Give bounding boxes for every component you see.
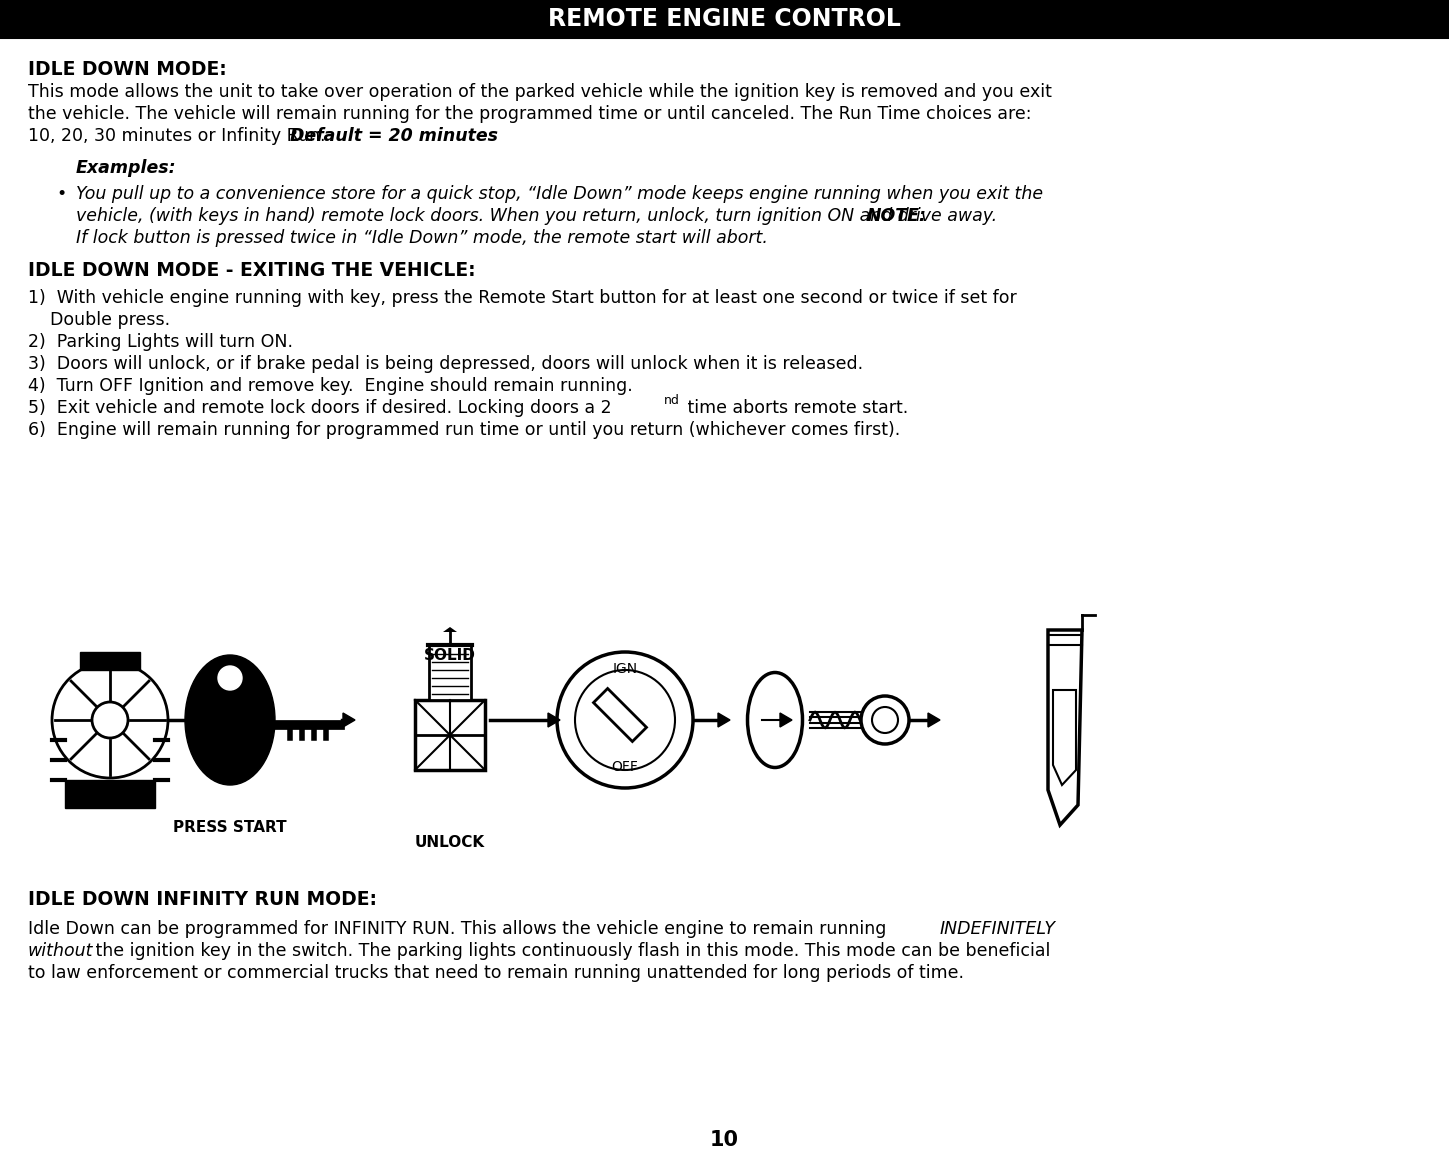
Polygon shape (927, 713, 940, 727)
Text: 10, 20, 30 minutes or Infinity Run.: 10, 20, 30 minutes or Infinity Run. (28, 127, 330, 145)
Text: SOLID: SOLID (425, 648, 475, 663)
Text: Idle Down can be programmed for INFINITY RUN. This allows the vehicle engine to : Idle Down can be programmed for INFINITY… (28, 920, 893, 938)
Text: IDLE DOWN MODE - EXITING THE VEHICLE:: IDLE DOWN MODE - EXITING THE VEHICLE: (28, 261, 475, 280)
Text: 3)  Doors will unlock, or if brake pedal is being depressed, doors will unlock w: 3) Doors will unlock, or if brake pedal … (28, 355, 864, 373)
Text: vehicle, (with keys in hand) remote lock doors. When you return, unlock, turn ig: vehicle, (with keys in hand) remote lock… (75, 207, 1003, 224)
Text: 4)  Turn OFF Ignition and remove key.  Engine should remain running.: 4) Turn OFF Ignition and remove key. Eng… (28, 377, 633, 395)
Bar (429, 644, 471, 700)
Text: •: • (57, 185, 67, 202)
Text: NOTE:: NOTE: (867, 207, 927, 224)
Polygon shape (343, 713, 355, 727)
Text: time aborts remote start.: time aborts remote start. (682, 399, 909, 417)
Bar (0, 0, 1449, 38)
Text: Examples:: Examples: (75, 159, 177, 177)
Text: 10: 10 (710, 1130, 739, 1150)
Text: OFF: OFF (611, 760, 639, 774)
Text: Default = 20 minutes: Default = 20 minutes (290, 127, 498, 145)
Text: Double press.: Double press. (28, 311, 170, 329)
Text: IDLE DOWN INFINITY RUN MODE:: IDLE DOWN INFINITY RUN MODE: (28, 890, 377, 909)
Circle shape (217, 666, 242, 690)
Text: the ignition key in the switch. The parking lights continuously flash in this mo: the ignition key in the switch. The park… (90, 942, 1051, 960)
Text: to law enforcement or commercial trucks that need to remain running unattended f: to law enforcement or commercial trucks … (28, 964, 964, 982)
Polygon shape (443, 627, 456, 632)
Text: UNLOCK: UNLOCK (414, 835, 485, 850)
Bar (414, 700, 485, 771)
Text: IGN: IGN (613, 662, 638, 676)
Polygon shape (594, 688, 646, 742)
Polygon shape (548, 713, 559, 727)
Text: This mode allows the unit to take over operation of the parked vehicle while the: This mode allows the unit to take over o… (28, 83, 1052, 101)
Text: You pull up to a convenience store for a quick stop, “Idle Down” mode keeps engi: You pull up to a convenience store for a… (75, 185, 1043, 202)
Text: 6)  Engine will remain running for programmed run time or until you return (whic: 6) Engine will remain running for progra… (28, 421, 900, 439)
Text: without: without (28, 942, 94, 960)
Text: If lock button is pressed twice in “Idle Down” mode, the remote start will abort: If lock button is pressed twice in “Idle… (75, 229, 768, 246)
Text: the vehicle. The vehicle will remain running for the programmed time or until ca: the vehicle. The vehicle will remain run… (28, 105, 1032, 123)
Text: 1)  With vehicle engine running with key, press the Remote Start button for at l: 1) With vehicle engine running with key,… (28, 289, 1017, 307)
Text: INDEFINITELY: INDEFINITELY (940, 920, 1056, 938)
Bar (80, 653, 141, 670)
Polygon shape (188, 713, 200, 727)
Bar (65, 780, 155, 808)
Polygon shape (719, 713, 730, 727)
Text: REMOTE ENGINE CONTROL: REMOTE ENGINE CONTROL (548, 7, 901, 31)
Text: IDLE DOWN MODE:: IDLE DOWN MODE: (28, 60, 226, 79)
Ellipse shape (185, 655, 275, 784)
Text: PRESS START: PRESS START (174, 820, 287, 835)
Text: 2)  Parking Lights will turn ON.: 2) Parking Lights will turn ON. (28, 333, 293, 351)
Text: nd: nd (664, 395, 680, 407)
Text: 5)  Exit vehicle and remote lock doors if desired. Locking doors a 2: 5) Exit vehicle and remote lock doors if… (28, 399, 611, 417)
Polygon shape (780, 713, 793, 727)
